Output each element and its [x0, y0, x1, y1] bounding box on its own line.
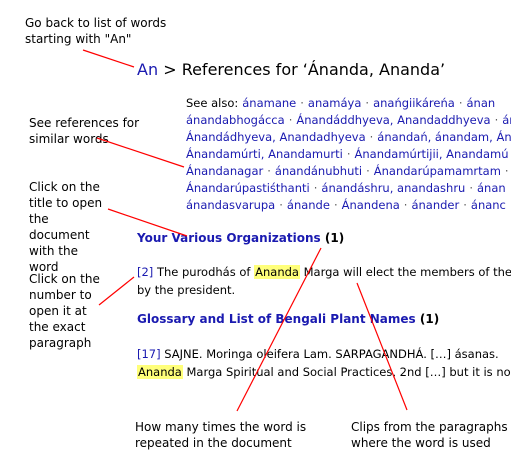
see-also-link[interactable]: Ánandádhyeva, Anandadhyeva	[186, 130, 366, 144]
see-also-link[interactable]: Ánandamúrtijii, Anandamú	[354, 147, 509, 161]
annotation-click-title: Click on the title to open the document …	[29, 180, 103, 274]
see-also-link[interactable]: ánandań, ánandam, Án	[377, 130, 511, 144]
see-also-separator: ·	[458, 96, 463, 110]
see-also-link[interactable]: Ánandanagar	[186, 164, 264, 178]
see-also-link[interactable]: ánandáshru, anandashru	[321, 181, 466, 195]
see-also-label: See also:	[186, 96, 239, 110]
see-also-list: See also: ánamane · anamáya · anańgiikáreńa · á…	[186, 95, 511, 214]
see-also-link[interactable]: ánan	[466, 96, 496, 110]
result-1-clip: [2] The purodhás of Ananda Marga will el…	[137, 263, 511, 299]
page-heading: An > References for ‘Ánanda, Ananda’	[137, 60, 445, 79]
see-also-separator: ·	[494, 113, 499, 127]
see-also-link[interactable]: Ánandamúrti, Anandamurti	[186, 147, 343, 161]
annotation-times: How many times the word is repeated in t…	[135, 420, 307, 450]
see-also-link[interactable]: ánander	[411, 198, 460, 212]
see-also-link[interactable]: Ánandáddhyeva, Anandaddhyeva	[296, 113, 491, 127]
see-also-row: ánandabhogácca · Ánandáddhyeva, Anandaddhy…	[186, 112, 511, 129]
see-also-separator: ·	[469, 181, 473, 195]
page-title: References for ‘Ánanda, Ananda’	[181, 60, 446, 79]
see-also-separator: ·	[267, 164, 271, 178]
see-also-row: Ánandanagar · ánandánubhuti · Ánandarúpamamr…	[186, 163, 511, 180]
result-2-title-link[interactable]: Glossary and List of Bengali Plant Names	[137, 312, 416, 326]
result-1-clip-line2: by the president.	[137, 283, 236, 297]
annotation-click-number: Click on the number to open it at the ex…	[29, 272, 100, 350]
callout-line-clips	[356, 282, 408, 411]
result-2-header: Glossary and List of Bengali Plant Names…	[137, 312, 439, 326]
see-also-separator: ·	[313, 181, 318, 195]
result-2-clip-before: SAJNE. Moringa oleifera Lam. SARPAGANDHÁ…	[160, 347, 499, 361]
see-also-link[interactable]: ánande	[286, 198, 330, 212]
see-also-link[interactable]: anamáya	[307, 96, 362, 110]
see-also-row: Ánandarúpastiśthanti · ánandáshru, anandas…	[186, 180, 511, 197]
see-also-link[interactable]: ánandánubhuti	[274, 164, 363, 178]
callout-line-see-refs	[96, 137, 185, 168]
see-also-link[interactable]: anańgiikáreńa	[373, 96, 455, 110]
see-also-link[interactable]: ánan	[477, 181, 506, 195]
result-2-paragraph-number[interactable]: [17]	[137, 347, 161, 361]
see-also-separator: ·	[365, 96, 370, 110]
see-also-separator: ·	[366, 164, 370, 178]
callout-line-times	[236, 247, 322, 412]
see-also-separator: ·	[300, 96, 304, 110]
callout-line-back	[82, 49, 135, 68]
callout-line-title	[107, 208, 188, 237]
result-1-count: (1)	[324, 231, 345, 245]
result-1-clip-before: The purodhás of	[153, 265, 255, 279]
result-1-paragraph-number[interactable]: [2]	[137, 265, 154, 279]
see-also-link[interactable]: Ánandarúpamamrtam	[373, 164, 501, 178]
annotation-see-refs: See references for similar words	[29, 116, 140, 146]
result-1-clip-after: Marga will elect the members of the	[299, 265, 511, 279]
result-2-highlight: Ananda	[137, 365, 183, 379]
breadcrumb-separator: >	[163, 60, 177, 79]
see-also-separator: ·	[369, 130, 374, 144]
see-also-row: ánandasvarupa · ánande · Ánandena · ánander · án…	[186, 197, 511, 214]
see-also-link[interactable]: Ánandarúpastiśthanti	[186, 181, 310, 195]
see-also-row: See also: ánamane · anamáya · anańgiikáreńa · á…	[186, 95, 511, 112]
see-also-link[interactable]: Ánandena	[341, 198, 400, 212]
see-also-link[interactable]: ánandasvarupa	[186, 198, 276, 212]
see-also-separator: ·	[279, 198, 283, 212]
see-also-separator: ·	[288, 113, 293, 127]
see-also-separator: ·	[463, 198, 467, 212]
see-also-separator: ·	[346, 147, 351, 161]
see-also-link[interactable]: ánamane	[242, 96, 297, 110]
annotation-clips: Clips from the paragraphs where the word…	[351, 420, 508, 450]
annotation-back: Go back to list of words starting with "…	[25, 16, 167, 46]
see-also-separator: ·	[504, 164, 509, 178]
see-also-link[interactable]: ánanc	[470, 198, 506, 212]
result-2-clip-line2: Marga Spiritual and Social Practices, 2n…	[182, 365, 511, 379]
see-also-separator: ·	[403, 198, 408, 212]
see-also-separator: ·	[333, 198, 338, 212]
see-also-row: Ánandamúrti, Anandamurti · Ánandamúrtijii,…	[186, 146, 511, 163]
see-also-link[interactable]: ánan	[502, 113, 511, 127]
back-link[interactable]: An	[137, 60, 159, 79]
see-also-row: Ánandádhyeva, Anandadhyeva · ánandań, ánan…	[186, 129, 511, 146]
result-1-highlight: Ananda	[254, 265, 300, 279]
result-2-count: (1)	[419, 312, 440, 326]
callout-line-number	[98, 276, 135, 306]
result-2-clip: [17] SAJNE. Moringa oleifera Lam. SARPAG…	[137, 345, 511, 381]
see-also-link[interactable]: ánandabhogácca	[186, 113, 285, 127]
